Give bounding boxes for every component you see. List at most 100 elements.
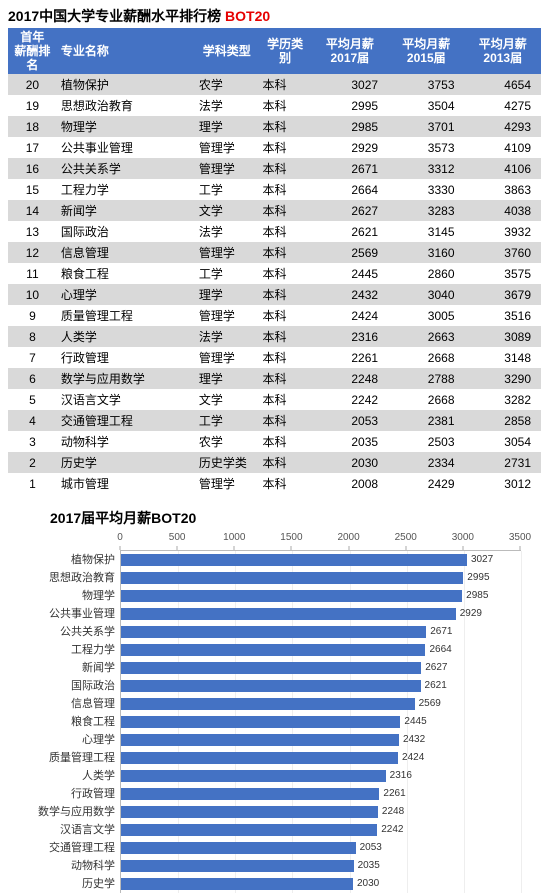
table-row: 6数学与应用数学理学本科224827883290 (8, 368, 541, 389)
cell: 3027 (312, 74, 388, 95)
bar-value: 2030 (357, 875, 379, 893)
cell: 3054 (465, 431, 542, 452)
cell: 2671 (312, 158, 388, 179)
cell: 3145 (388, 221, 464, 242)
bar (121, 644, 425, 656)
cell: 交通管理工程 (57, 410, 195, 431)
bar-row: 心理学2432 (121, 731, 521, 749)
x-tick: 1000 (223, 532, 245, 543)
cell: 2381 (388, 410, 464, 431)
x-tick: 0 (117, 532, 123, 543)
th-major: 专业名称 (57, 28, 195, 74)
bar-chart: 0500100015002000250030003500 植物保护3027思想政… (20, 532, 549, 893)
bar-row: 交通管理工程2053 (121, 839, 521, 857)
cell: 植物保护 (57, 74, 195, 95)
cell: 本科 (259, 95, 312, 116)
bar-value: 2053 (360, 839, 382, 857)
cell: 工学 (195, 179, 259, 200)
cell: 文学 (195, 200, 259, 221)
bar (121, 716, 400, 728)
y-label: 物理学 (21, 587, 115, 605)
cell: 2503 (388, 431, 464, 452)
cell: 2030 (312, 452, 388, 473)
cell: 本科 (259, 116, 312, 137)
cell: 本科 (259, 368, 312, 389)
cell: 历史学类 (195, 452, 259, 473)
cell: 物理学 (57, 116, 195, 137)
cell: 2569 (312, 242, 388, 263)
cell: 9 (8, 305, 57, 326)
table-body: 20植物保护农学本科30273753465419思想政治教育法学本科299535… (8, 74, 541, 494)
x-tick: 2500 (395, 532, 417, 543)
cell: 本科 (259, 74, 312, 95)
bar (121, 824, 377, 836)
cell: 本科 (259, 200, 312, 221)
cell: 3290 (465, 368, 542, 389)
cell: 2053 (312, 410, 388, 431)
table-row: 7行政管理管理学本科226126683148 (8, 347, 541, 368)
table-row: 20植物保护农学本科302737534654 (8, 74, 541, 95)
cell: 4106 (465, 158, 542, 179)
bar (121, 554, 467, 566)
cell: 12 (8, 242, 57, 263)
cell: 管理学 (195, 347, 259, 368)
cell: 数学与应用数学 (57, 368, 195, 389)
bar (121, 806, 378, 818)
y-label: 新闻学 (21, 659, 115, 677)
bar (121, 608, 456, 620)
cell: 2008 (312, 473, 388, 494)
title-highlight: BOT20 (225, 8, 270, 24)
bar (121, 626, 426, 638)
cell: 2 (8, 452, 57, 473)
cell: 农学 (195, 431, 259, 452)
cell: 4654 (465, 74, 542, 95)
cell: 本科 (259, 242, 312, 263)
cell: 本科 (259, 431, 312, 452)
cell: 2432 (312, 284, 388, 305)
cell: 工学 (195, 263, 259, 284)
cell: 18 (8, 116, 57, 137)
y-label: 数学与应用数学 (21, 803, 115, 821)
cell: 2858 (465, 410, 542, 431)
cell: 2788 (388, 368, 464, 389)
title-main: 2017中国大学专业薪酬水平排行榜 (8, 8, 225, 24)
bar-row: 思想政治教育2995 (121, 569, 521, 587)
bar-value: 2995 (467, 569, 489, 587)
cell: 法学 (195, 221, 259, 242)
y-label: 国际政治 (21, 677, 115, 695)
cell: 工程力学 (57, 179, 195, 200)
cell: 质量管理工程 (57, 305, 195, 326)
y-label: 汉语言文学 (21, 821, 115, 839)
bar (121, 842, 356, 854)
cell: 3089 (465, 326, 542, 347)
x-tick: 1500 (280, 532, 302, 543)
cell: 3573 (388, 137, 464, 158)
table-row: 4交通管理工程工学本科205323812858 (8, 410, 541, 431)
cell: 3504 (388, 95, 464, 116)
cell: 2429 (388, 473, 464, 494)
bar-value: 2424 (402, 749, 424, 767)
table-row: 9质量管理工程管理学本科242430053516 (8, 305, 541, 326)
cell: 心理学 (57, 284, 195, 305)
cell: 2664 (312, 179, 388, 200)
cell: 粮食工程 (57, 263, 195, 284)
y-label: 公共关系学 (21, 623, 115, 641)
cell: 动物科学 (57, 431, 195, 452)
bar-row: 历史学2030 (121, 875, 521, 893)
bar-row: 新闻学2627 (121, 659, 521, 677)
cell: 7 (8, 347, 57, 368)
cell: 本科 (259, 305, 312, 326)
cell: 思想政治教育 (57, 95, 195, 116)
th-rank: 首年薪酬排名 (8, 28, 57, 74)
y-label: 粮食工程 (21, 713, 115, 731)
cell: 5 (8, 389, 57, 410)
bar-row: 动物科学2035 (121, 857, 521, 875)
cell: 本科 (259, 137, 312, 158)
bar (121, 572, 463, 584)
cell: 2261 (312, 347, 388, 368)
th-y2015: 平均月薪2015届 (388, 28, 464, 74)
cell: 6 (8, 368, 57, 389)
table-row: 17公共事业管理管理学本科292935734109 (8, 137, 541, 158)
cell: 管理学 (195, 305, 259, 326)
y-label: 心理学 (21, 731, 115, 749)
